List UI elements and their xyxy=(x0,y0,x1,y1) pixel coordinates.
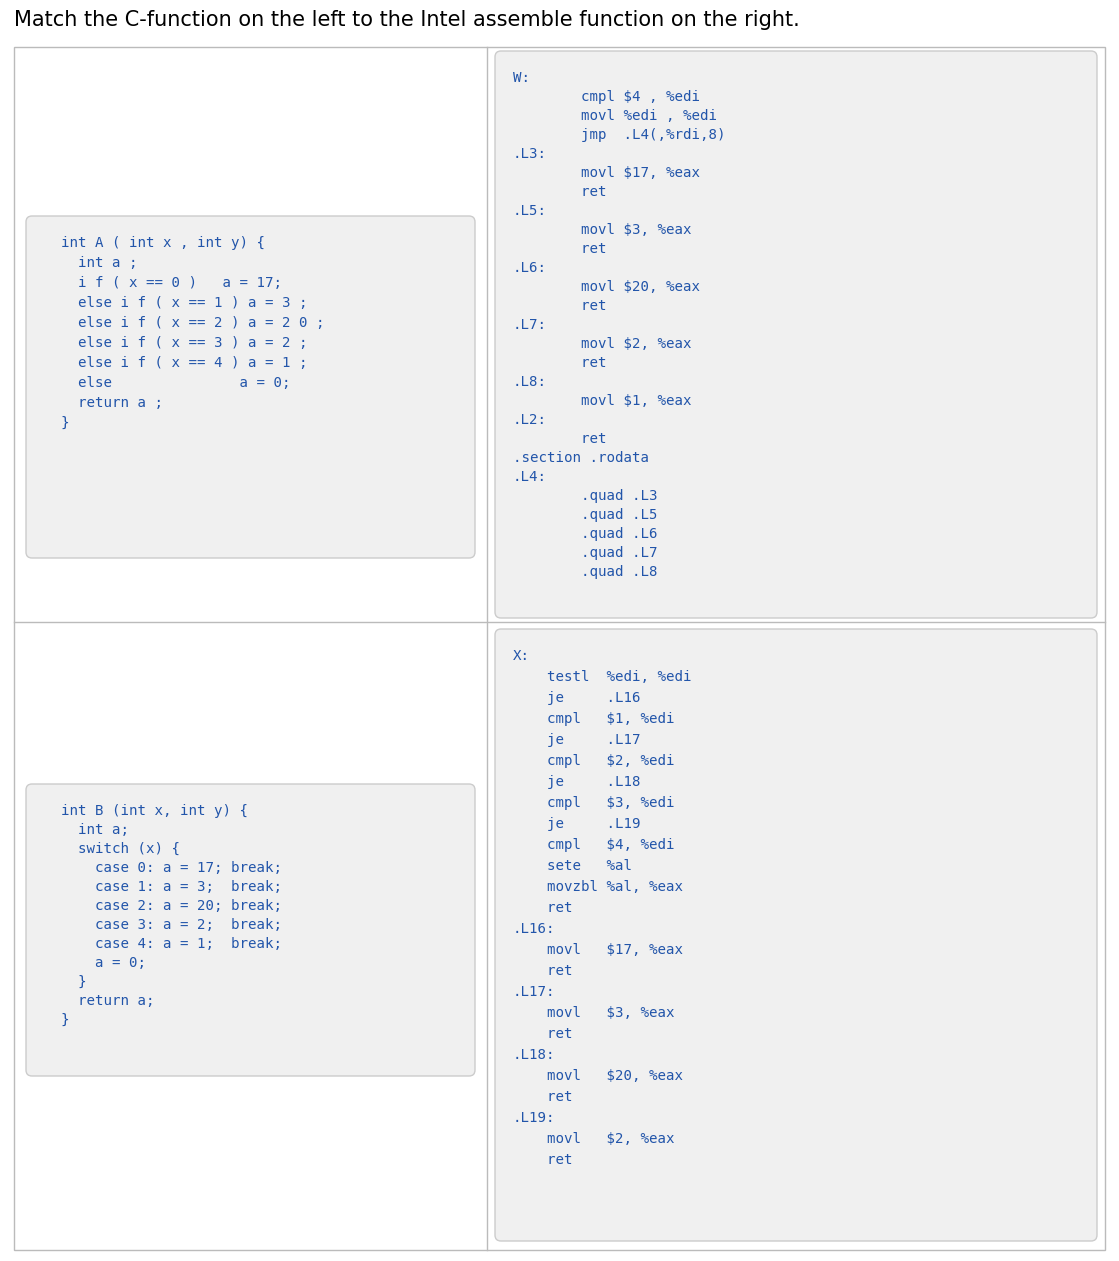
FancyBboxPatch shape xyxy=(495,629,1097,1241)
Text: case 0: a = 17; break;: case 0: a = 17; break; xyxy=(44,861,282,875)
Text: ret: ret xyxy=(513,433,606,446)
Text: ret: ret xyxy=(513,242,606,256)
Text: movl   $3, %eax: movl $3, %eax xyxy=(513,1006,675,1020)
Text: Match the C-function on the left to the Intel assemble function on the right.: Match the C-function on the left to the … xyxy=(15,10,800,30)
Text: int B (int x, int y) {: int B (int x, int y) { xyxy=(44,805,248,818)
Text: case 4: a = 1;  break;: case 4: a = 1; break; xyxy=(44,937,282,951)
Text: a = 0;: a = 0; xyxy=(44,956,145,970)
Text: }: } xyxy=(44,975,86,989)
Text: .L3:: .L3: xyxy=(513,148,547,161)
Text: .L17:: .L17: xyxy=(513,985,555,999)
Text: ret: ret xyxy=(513,902,573,915)
Text: ret: ret xyxy=(513,1090,573,1103)
Text: .L2:: .L2: xyxy=(513,414,547,427)
Text: }: } xyxy=(44,1013,69,1026)
Text: cmpl   $4, %edi: cmpl $4, %edi xyxy=(513,839,675,852)
Text: .quad .L6: .quad .L6 xyxy=(513,527,658,541)
Text: movl $1, %eax: movl $1, %eax xyxy=(513,393,692,409)
Text: .quad .L3: .quad .L3 xyxy=(513,489,658,503)
Text: case 3: a = 2;  break;: case 3: a = 2; break; xyxy=(44,918,282,932)
Text: movl $2, %eax: movl $2, %eax xyxy=(513,337,692,351)
Text: .L19:: .L19: xyxy=(513,1111,555,1125)
Text: .L5:: .L5: xyxy=(513,204,547,218)
Text: .section .rodata: .section .rodata xyxy=(513,451,649,465)
Text: testl  %edi, %edi: testl %edi, %edi xyxy=(513,670,692,683)
FancyBboxPatch shape xyxy=(495,50,1097,618)
Text: movl %edi , %edi: movl %edi , %edi xyxy=(513,108,717,124)
Text: .L8:: .L8: xyxy=(513,375,547,388)
Text: i f ( x == 0 )   a = 17;: i f ( x == 0 ) a = 17; xyxy=(44,276,282,290)
Text: ret: ret xyxy=(513,356,606,369)
Text: je     .L18: je .L18 xyxy=(513,776,640,789)
Text: .quad .L5: .quad .L5 xyxy=(513,508,658,522)
Text: .quad .L7: .quad .L7 xyxy=(513,546,658,560)
Text: else i f ( x == 2 ) a = 2 0 ;: else i f ( x == 2 ) a = 2 0 ; xyxy=(44,317,325,330)
Text: case 2: a = 20; break;: case 2: a = 20; break; xyxy=(44,899,282,913)
Text: cmpl   $3, %edi: cmpl $3, %edi xyxy=(513,796,675,810)
Text: }: } xyxy=(44,416,69,430)
Text: W:: W: xyxy=(513,71,530,84)
Text: ret: ret xyxy=(513,1153,573,1166)
Text: .L7:: .L7: xyxy=(513,318,547,332)
Text: ret: ret xyxy=(513,963,573,979)
Text: movl   $2, %eax: movl $2, %eax xyxy=(513,1132,675,1146)
Text: cmpl   $1, %edi: cmpl $1, %edi xyxy=(513,712,675,726)
Text: je     .L17: je .L17 xyxy=(513,733,640,747)
Text: .L18:: .L18: xyxy=(513,1048,555,1062)
Text: movzbl %al, %eax: movzbl %al, %eax xyxy=(513,880,683,894)
Text: movl $3, %eax: movl $3, %eax xyxy=(513,223,692,237)
Text: .L4:: .L4: xyxy=(513,470,547,484)
Text: else i f ( x == 3 ) a = 2 ;: else i f ( x == 3 ) a = 2 ; xyxy=(44,335,308,351)
Text: movl   $20, %eax: movl $20, %eax xyxy=(513,1069,683,1083)
Text: else i f ( x == 4 ) a = 1 ;: else i f ( x == 4 ) a = 1 ; xyxy=(44,356,308,369)
Text: cmpl   $2, %edi: cmpl $2, %edi xyxy=(513,754,675,768)
Text: je     .L16: je .L16 xyxy=(513,691,640,705)
Text: switch (x) {: switch (x) { xyxy=(44,842,180,856)
Text: ret: ret xyxy=(513,185,606,199)
Text: case 1: a = 3;  break;: case 1: a = 3; break; xyxy=(44,880,282,894)
Text: movl $17, %eax: movl $17, %eax xyxy=(513,166,700,180)
Text: movl $20, %eax: movl $20, %eax xyxy=(513,280,700,294)
Text: ret: ret xyxy=(513,299,606,313)
Text: int a ;: int a ; xyxy=(44,256,138,270)
Text: int A ( int x , int y) {: int A ( int x , int y) { xyxy=(44,236,265,250)
Text: je     .L19: je .L19 xyxy=(513,817,640,831)
Text: .quad .L8: .quad .L8 xyxy=(513,565,658,579)
FancyBboxPatch shape xyxy=(26,216,474,559)
Text: else               a = 0;: else a = 0; xyxy=(44,376,291,390)
Text: sete   %al: sete %al xyxy=(513,859,632,873)
Text: cmpl $4 , %edi: cmpl $4 , %edi xyxy=(513,90,700,103)
Text: X:: X: xyxy=(513,649,530,663)
Text: else i f ( x == 1 ) a = 3 ;: else i f ( x == 1 ) a = 3 ; xyxy=(44,296,308,310)
Text: int a;: int a; xyxy=(44,823,129,837)
Text: movl   $17, %eax: movl $17, %eax xyxy=(513,943,683,957)
FancyBboxPatch shape xyxy=(26,784,474,1076)
Text: .L6:: .L6: xyxy=(513,261,547,275)
Text: return a;: return a; xyxy=(44,994,154,1008)
Text: return a ;: return a ; xyxy=(44,396,163,410)
Text: ret: ret xyxy=(513,1026,573,1042)
Text: .L16:: .L16: xyxy=(513,922,555,936)
Text: jmp  .L4(,%rdi,8): jmp .L4(,%rdi,8) xyxy=(513,129,725,142)
